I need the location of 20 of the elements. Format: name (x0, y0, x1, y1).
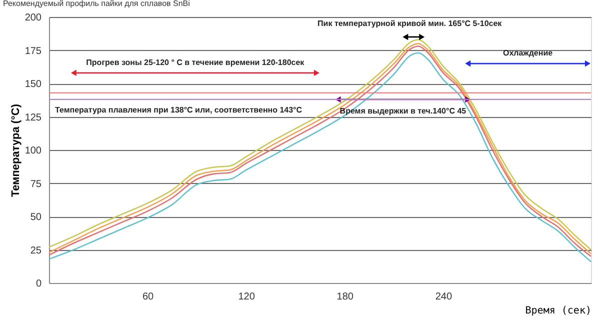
x-tick-label: 60 (142, 292, 154, 302)
y-tick-label: 50 (30, 212, 42, 223)
annotation: Прогрев зоны 25-120 ° C в течение времени 120-180сек (86, 58, 306, 67)
x-tick-label: 180 (336, 292, 354, 302)
y-tick-label: 200 (24, 12, 42, 24)
y-tick-label: 25 (30, 245, 42, 256)
y-tick-label: 0 (36, 278, 42, 290)
y-tick-label: 75 (30, 178, 42, 190)
x-axis-title: Время (сек) (525, 306, 592, 316)
annotation: Температура плавления при 138°С или, соответственно 143°С (55, 105, 302, 114)
y-tick-label: 150 (24, 79, 42, 90)
y-tick-label: 100 (24, 146, 42, 156)
chart-title: Рекомендуемый профиль пайки для сплавов SnBi (3, 0, 190, 8)
y-tick-label: 175 (24, 46, 42, 57)
annotation: Пик температурной кривой мин. 165°С 5-10сек (318, 18, 503, 28)
x-tick-label: 120 (238, 292, 256, 302)
y-tick-label: 125 (24, 112, 42, 124)
x-tick-label: 240 (435, 292, 452, 302)
y-axis-title: Температура (°C) (10, 104, 22, 198)
annotation: Охлаждение (502, 48, 554, 58)
